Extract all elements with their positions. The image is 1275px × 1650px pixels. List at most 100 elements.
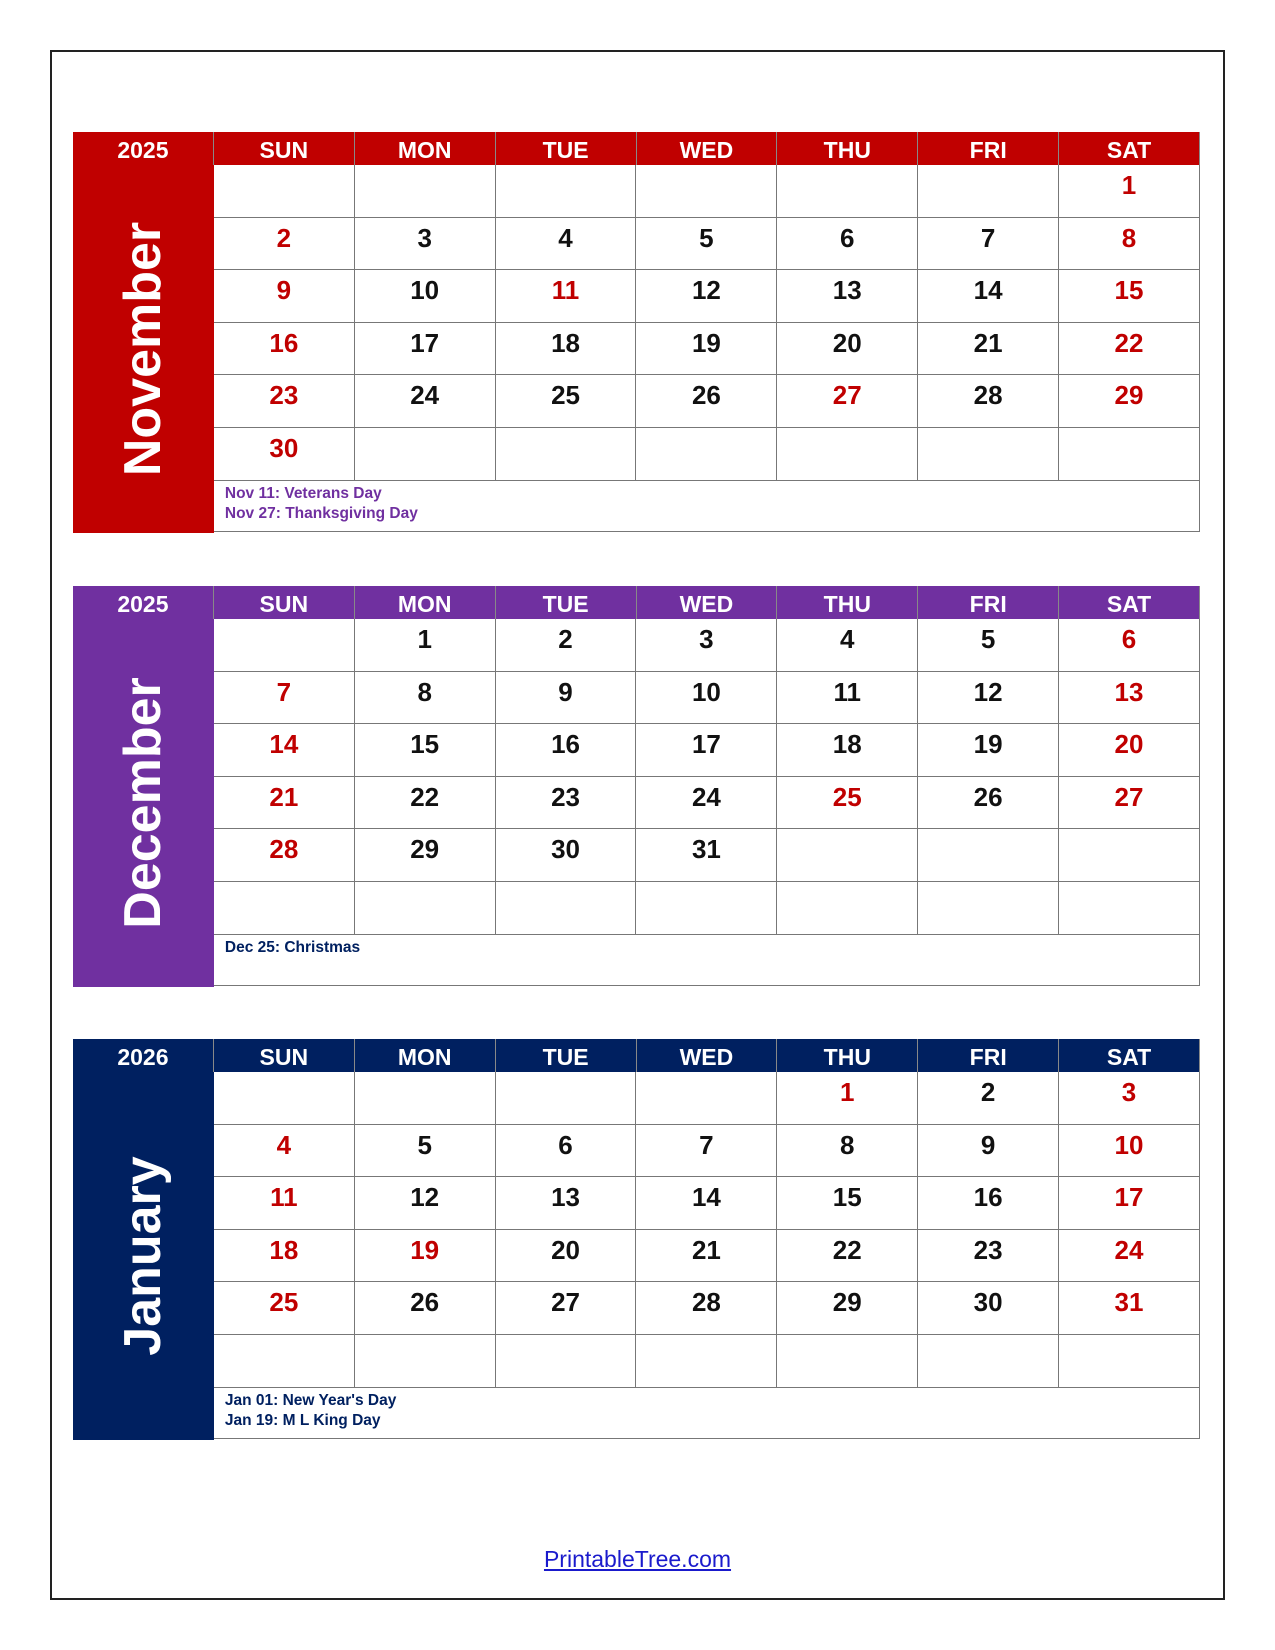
day-cell: 14: [918, 270, 1060, 323]
day-cell: [354, 881, 496, 935]
website-link[interactable]: PrintableTree.com: [543, 1546, 732, 1572]
day-cell: 26: [636, 375, 778, 428]
day-cell: 23: [213, 375, 355, 428]
day-cell: 2: [918, 1072, 1060, 1125]
day-cell: 28: [636, 1282, 778, 1335]
weekday-label: SAT: [1059, 132, 1200, 165]
day-cell: 30: [495, 829, 637, 882]
holiday-note: Nov 11: Veterans Day: [224, 484, 382, 502]
day-cell: [495, 427, 637, 481]
day-cell: 25: [777, 776, 919, 830]
day-cell: 17: [354, 322, 496, 376]
weekday-label: MON: [355, 586, 496, 619]
day-cell: 24: [1059, 1229, 1200, 1283]
day-cell: 14: [213, 724, 355, 777]
day-cell: 21: [213, 776, 355, 830]
day-cell: 22: [777, 1229, 919, 1283]
weekday-label: FRI: [918, 586, 1060, 619]
month-calendar-december: 2025 SUN MON TUE WED THU FRI SAT December 1 2 3 4 5 6 7…: [73, 586, 1200, 988]
day-cell: 7: [918, 217, 1060, 271]
day-cell: 15: [777, 1177, 919, 1230]
weekday-label: SUN: [214, 1039, 355, 1072]
day-cell: 25: [213, 1282, 355, 1335]
day-cell: [636, 165, 778, 218]
day-cell: 29: [354, 829, 496, 882]
day-cell: 5: [918, 619, 1060, 672]
week-row: 18 19 20 21 22 23 24: [213, 1229, 1200, 1283]
day-cell: [1059, 1334, 1200, 1388]
month-name: December: [114, 677, 173, 929]
day-cell: 26: [354, 1282, 496, 1335]
day-cell: 24: [354, 375, 496, 428]
day-cell: 14: [636, 1177, 778, 1230]
holiday-notes: Dec 25: Christmas: [213, 934, 1200, 986]
day-cell: 19: [636, 322, 778, 376]
page-border: [50, 50, 1225, 1600]
day-cell: 16: [213, 322, 355, 376]
day-cell: [636, 1072, 778, 1125]
day-cell: 29: [1059, 375, 1200, 428]
day-cell: 8: [354, 671, 496, 725]
weekday-label: THU: [777, 132, 919, 165]
month-name-panel: December: [73, 619, 214, 988]
day-cell: [1059, 427, 1200, 481]
week-row: 14 15 16 17 18 19 20: [213, 724, 1200, 777]
day-cell: 1: [1059, 165, 1200, 218]
day-cell: 18: [495, 322, 637, 376]
day-cell: [636, 427, 778, 481]
day-cell: 8: [777, 1124, 919, 1178]
weekday-label: TUE: [496, 132, 637, 165]
holiday-note: Jan 01: New Year's Day: [224, 1391, 397, 1409]
weekday-label: THU: [777, 1039, 919, 1072]
day-cell: 22: [354, 776, 496, 830]
holiday-note: Dec 25: Christmas: [224, 938, 361, 956]
week-row: 4 5 6 7 8 9 10: [213, 1124, 1200, 1178]
week-row: 9 10 11 12 13 14 15: [213, 270, 1200, 323]
day-cell: 30: [918, 1282, 1060, 1335]
day-cell: [354, 427, 496, 481]
day-cell: [918, 829, 1060, 882]
day-cell: 9: [495, 671, 637, 725]
day-cell: [213, 881, 355, 935]
weekday-label: SUN: [214, 132, 355, 165]
day-cell: 19: [354, 1229, 496, 1283]
day-cell: 27: [495, 1282, 637, 1335]
month-calendar-november: 2025 SUN MON TUE WED THU FRI SAT November 1 2 3 4 5 6 7…: [73, 132, 1200, 534]
month-name: November: [114, 221, 173, 477]
day-cell: 6: [1059, 619, 1200, 672]
week-row: [213, 881, 1200, 935]
day-cell: 13: [1059, 671, 1200, 725]
day-cell: 19: [918, 724, 1060, 777]
day-cell: 30: [213, 427, 355, 481]
week-row: 7 8 9 10 11 12 13: [213, 671, 1200, 725]
day-cell: [1059, 829, 1200, 882]
day-cell: 26: [918, 776, 1060, 830]
weekday-header: 2025 SUN MON TUE WED THU FRI SAT: [73, 132, 1200, 165]
day-cell: 1: [777, 1072, 919, 1125]
day-cell: [777, 165, 919, 218]
day-cell: [354, 1334, 496, 1388]
day-cell: 17: [1059, 1177, 1200, 1230]
week-row: 25 26 27 28 29 30 31: [213, 1282, 1200, 1335]
day-cell: 27: [777, 375, 919, 428]
week-row: 16 17 18 19 20 21 22: [213, 322, 1200, 376]
weekday-label: FRI: [918, 132, 1060, 165]
day-cell: [636, 1334, 778, 1388]
year-label: 2025: [73, 132, 214, 165]
week-row: 30: [213, 427, 1200, 481]
day-cell: 11: [213, 1177, 355, 1230]
day-cell: [213, 1334, 355, 1388]
day-cell: 6: [495, 1124, 637, 1178]
day-cell: [777, 1334, 919, 1388]
week-row: 21 22 23 24 25 26 27: [213, 776, 1200, 830]
day-cell: 18: [213, 1229, 355, 1283]
day-cell: [777, 427, 919, 481]
day-cell: 21: [918, 322, 1060, 376]
day-cell: [495, 1334, 637, 1388]
holiday-note: Jan 19: M L King Day: [224, 1411, 381, 1429]
holiday-notes: Jan 01: New Year's Day Jan 19: M L King D…: [213, 1387, 1200, 1439]
day-cell: 11: [777, 671, 919, 725]
weekday-label: SAT: [1059, 1039, 1200, 1072]
holiday-note: Nov 27: Thanksgiving Day: [224, 504, 418, 522]
